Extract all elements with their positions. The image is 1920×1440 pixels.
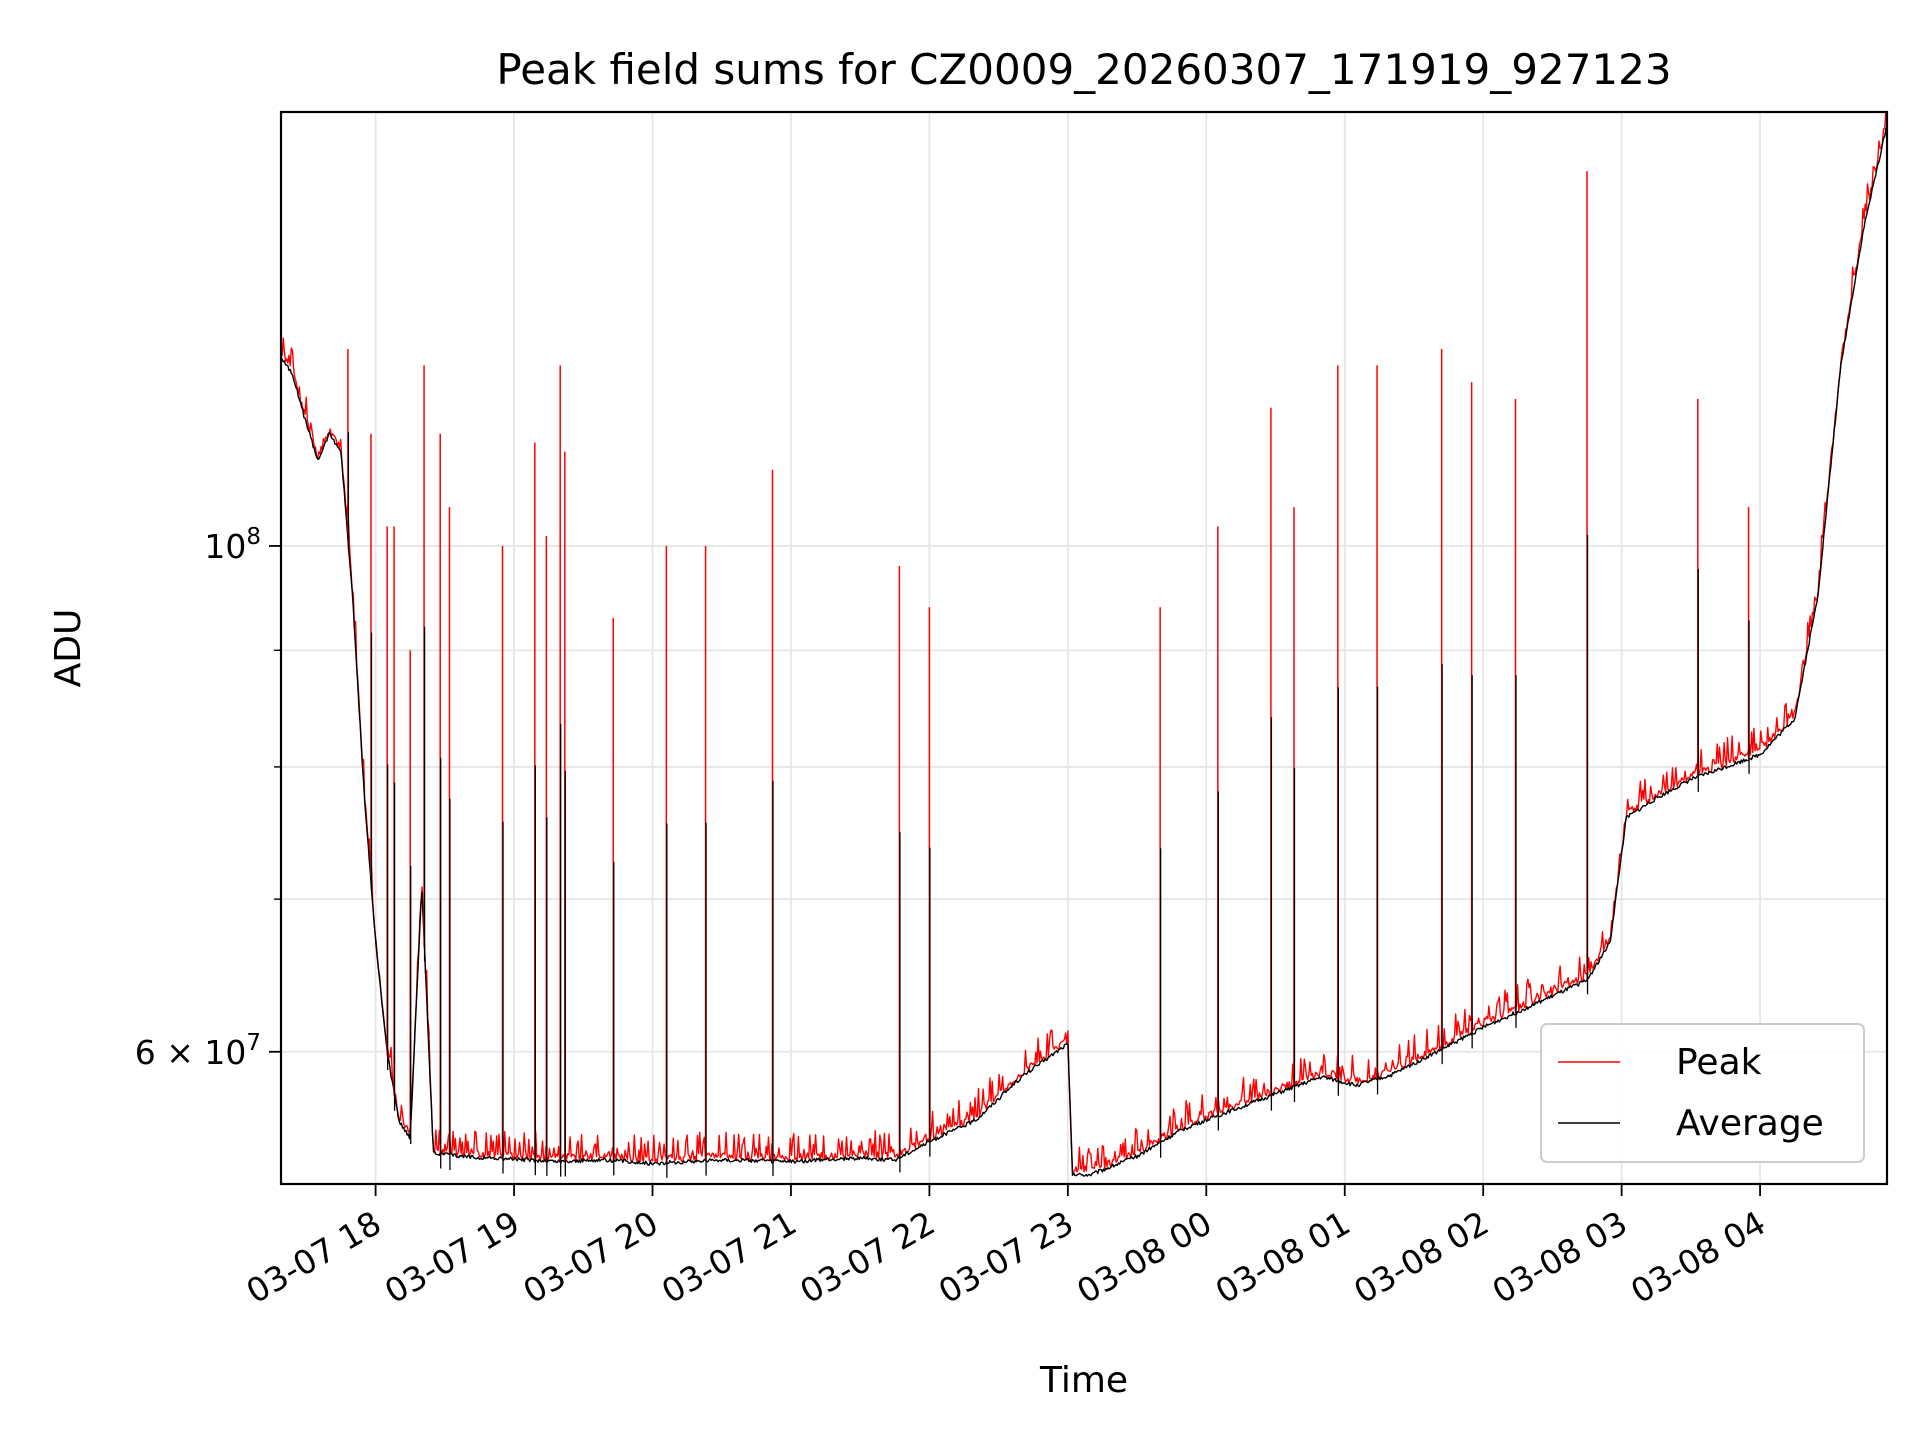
y-tick-label: 108 (204, 524, 261, 566)
chart-title: Peak field sums for CZ0009_20260307_1719… (496, 45, 1671, 94)
legend: Peak Average (1540, 1023, 1865, 1163)
x-tick-label: 03-08 03 (1486, 1203, 1634, 1311)
x-tick-label: 03-07 18 (240, 1203, 388, 1311)
y-tick-label-base: 10 (204, 527, 246, 566)
x-tick-label: 03-07 20 (517, 1203, 665, 1311)
y-tick-label: 6 × 107 (135, 1030, 261, 1072)
legend-average-label: Average (1676, 1103, 1824, 1144)
y-tick-label-exponent: 7 (246, 1030, 261, 1056)
x-tick-label: 03-08 00 (1070, 1203, 1218, 1311)
x-tick-label: 03-08 01 (1209, 1203, 1357, 1311)
x-tick-label: 03-08 04 (1624, 1203, 1772, 1311)
legend-box (1540, 1023, 1865, 1163)
y-axis-label: ADU (48, 609, 89, 688)
y-tick-label-base: 6 × 10 (135, 1033, 247, 1072)
x-axis-label: Time (1039, 1360, 1128, 1401)
x-tick-label: 03-07 21 (655, 1203, 803, 1311)
x-tick-label: 03-07 19 (378, 1203, 526, 1311)
x-tick-label: 03-07 22 (793, 1203, 941, 1311)
average-series-line (281, 126, 1887, 1177)
plot-frame (279, 110, 1889, 1186)
y-axis-ticks: 108 6 × 107 (135, 524, 281, 1072)
series-layer (281, 112, 1887, 1178)
legend-peak-label: Peak (1676, 1042, 1762, 1083)
y-tick-label-exponent: 8 (246, 524, 261, 550)
x-tick-label: 03-07 23 (932, 1203, 1080, 1311)
peak-series-line (281, 112, 1887, 1173)
x-tick-label: 03-08 02 (1347, 1203, 1495, 1311)
